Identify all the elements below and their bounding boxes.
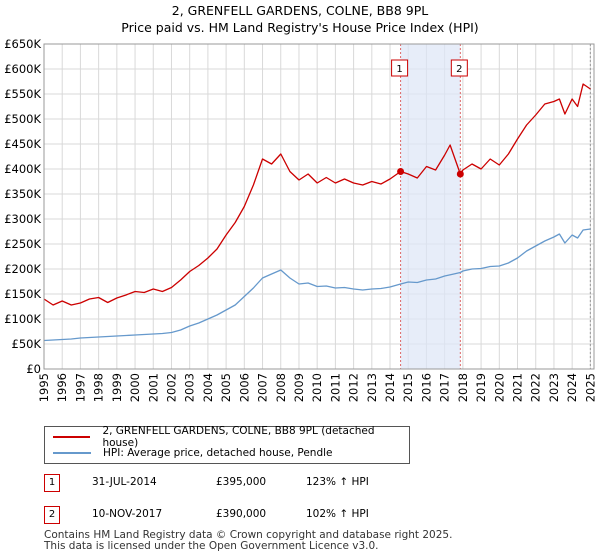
sale-hpi-change: 102% ↑ HPI — [306, 508, 369, 520]
footer-line-licence: This data is licensed under the Open Gov… — [44, 540, 379, 552]
sale-label-box — [450, 59, 468, 77]
x-tick-label: 2015 — [401, 373, 415, 402]
x-tick-label: 2000 — [128, 373, 142, 402]
x-tick-label: 2016 — [419, 373, 433, 402]
x-tick-label: 2024 — [565, 373, 579, 402]
y-tick-label: £450K — [4, 137, 41, 151]
sale-marker-badge: 1 — [44, 474, 60, 492]
chart-subtitle: Price paid vs. HM Land Registry's House … — [121, 20, 479, 35]
x-tick-label: 2013 — [365, 373, 379, 402]
legend-swatch-hpi — [53, 452, 91, 454]
y-tick-label: £650K — [4, 37, 41, 51]
sale-price: £395,000 — [216, 476, 267, 488]
x-tick-label: 2003 — [183, 373, 197, 402]
y-tick-label: £100K — [4, 312, 41, 326]
x-tick-label: 1995 — [37, 373, 51, 402]
plot-area — [44, 44, 594, 369]
sale-marker-badge: 2 — [44, 506, 60, 524]
y-tick-label: £600K — [4, 62, 41, 76]
x-tick-label: 2011 — [328, 373, 342, 402]
x-tick-label: 1999 — [110, 373, 124, 402]
legend-swatch-property — [53, 436, 91, 438]
chart-legend: 2, GRENFELL GARDENS, COLNE, BB8 9PL (det… — [44, 425, 410, 464]
x-tick-label: 2025 — [583, 373, 597, 402]
sale-label-text: 2 — [456, 64, 462, 75]
sale-date: 10-NOV-2017 — [92, 508, 163, 520]
x-tick-label: 2010 — [310, 373, 324, 402]
sale-label-text: 1 — [396, 64, 402, 75]
x-tick-label: 2019 — [474, 373, 488, 402]
x-tick-label: 2012 — [347, 373, 361, 402]
property-price-line — [43, 83, 591, 306]
price-chart: 1 2 £0 £50K £100K £150K £200K £250K £300K £350K £… — [4, 37, 597, 402]
sale-row: 1 31-JUL-2014 £395,000 123% ↑ HPI — [44, 474, 544, 506]
chart-title-main: 2, GRENFELL GARDENS, COLNE, BB8 9PL — [171, 3, 429, 18]
x-tick-label: 2007 — [256, 373, 270, 402]
sales-table: 1 31-JUL-2014 £395,000 123% ↑ HPI 2 10-N… — [44, 474, 544, 538]
x-tick-label: 2021 — [511, 373, 525, 402]
legend-entry-property: 2, GRENFELL GARDENS, COLNE, BB8 9PL (det… — [53, 425, 409, 449]
sale-label-box — [391, 59, 409, 77]
y-tick-label: £250K — [4, 237, 41, 251]
y-tick-label: £150K — [4, 287, 41, 301]
x-tick-label: 2005 — [219, 373, 233, 402]
sale-point — [456, 170, 464, 178]
x-tick-label: 2023 — [547, 373, 561, 402]
chart-title: 2, GRENFELL GARDENS, COLNE, BB8 9PL Pric… — [0, 2, 600, 36]
y-tick-label: £500K — [4, 112, 41, 126]
sale-hpi-change: 123% ↑ HPI — [306, 476, 369, 488]
y-tick-label: £200K — [4, 262, 41, 276]
sale-point — [397, 168, 405, 175]
x-tick-label: 1997 — [73, 373, 87, 402]
legend-entry-hpi: HPI: Average price, detached house, Pend… — [53, 445, 332, 461]
legend-label-hpi: HPI: Average price, detached house, Pend… — [103, 447, 333, 459]
plot-frame — [43, 43, 595, 370]
y-tick-label: £0 — [26, 362, 41, 376]
legend-label-property: 2, GRENFELL GARDENS, COLNE, BB8 9PL (det… — [102, 425, 375, 449]
y-tick-label: £300K — [4, 212, 41, 226]
attribution-footer: Contains HM Land Registry data © Crown c… — [44, 530, 452, 552]
x-tick-label: 2004 — [201, 373, 215, 402]
x-tick-label: 2022 — [529, 373, 543, 402]
y-tick-label: £350K — [4, 187, 41, 201]
y-tick-label: £50K — [12, 337, 42, 351]
hpi-line — [43, 228, 591, 342]
sale-price: £390,000 — [216, 508, 267, 520]
x-tick-label: 2008 — [274, 373, 288, 402]
sale-date: 31-JUL-2014 — [92, 476, 157, 488]
footer-line-copyright: Contains HM Land Registry data © Crown c… — [44, 529, 453, 541]
x-tick-label: 2006 — [237, 373, 251, 402]
x-tick-label: 2014 — [383, 373, 397, 402]
x-tick-label: 2002 — [164, 373, 178, 402]
x-tick-label: 2017 — [438, 373, 452, 402]
y-tick-label: £550K — [4, 87, 41, 101]
x-tick-label: 2009 — [292, 373, 306, 402]
shaded-ownership-period — [400, 44, 461, 369]
x-tick-label: 1996 — [55, 373, 69, 402]
x-tick-label: 2001 — [146, 373, 160, 402]
y-tick-label: £400K — [4, 162, 41, 176]
x-tick-label: 2018 — [456, 373, 470, 402]
x-tick-label: 1998 — [92, 373, 106, 402]
x-tick-label: 2020 — [492, 373, 506, 402]
sale-row: 2 10-NOV-2017 £390,000 102% ↑ HPI — [44, 506, 544, 538]
